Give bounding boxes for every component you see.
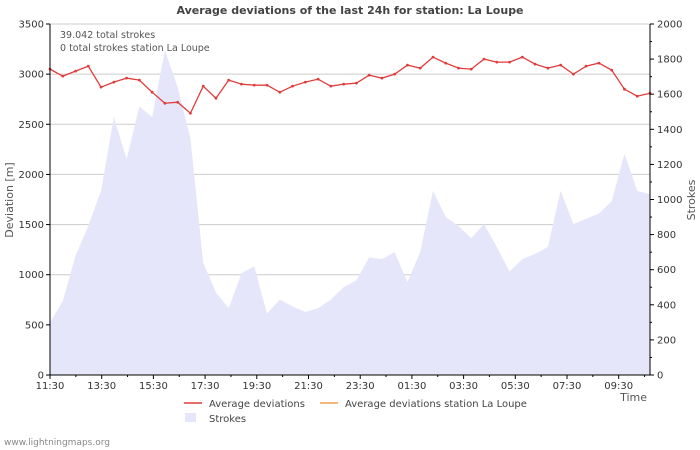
deviation-point <box>584 64 588 68</box>
deviation-point <box>482 57 486 61</box>
y-left-tick-label: 3000 <box>19 70 44 81</box>
y-left-ticks: 0 500 1000 1500 2000 2500 3000 3500 <box>19 20 50 382</box>
x-tick-label: 13:30 <box>87 381 116 392</box>
y-right-tick-label: 0 <box>657 371 663 382</box>
y-axis-label: Deviation [m] <box>3 162 16 237</box>
deviation-point <box>291 84 294 88</box>
y-left-tick-label: 1000 <box>19 270 44 281</box>
x-tick-label: 15:30 <box>139 381 168 392</box>
x-tick-label: 01:30 <box>397 381 426 392</box>
deviation-point <box>533 62 537 66</box>
x-tick-label: 19:30 <box>242 381 271 392</box>
legend-swatch-strokes <box>185 413 196 422</box>
y-right-tick-label: 1000 <box>657 195 682 206</box>
x-tick-label: 21:30 <box>294 381 323 392</box>
deviation-point <box>623 87 626 91</box>
deviation-point <box>457 66 460 70</box>
deviation-point <box>163 101 167 105</box>
deviation-point <box>546 66 550 70</box>
deviation-point <box>86 64 90 68</box>
deviation-point <box>572 72 575 76</box>
x-tick-label: 11:30 <box>36 381 65 392</box>
y-right-tick-label: 800 <box>657 230 676 241</box>
y2-axis-label: Strokes <box>685 179 698 220</box>
deviation-point <box>99 85 103 89</box>
y-left-tick-label: 2000 <box>19 170 44 181</box>
strokes-area <box>50 50 650 375</box>
x-tick-label: 07:30 <box>553 381 582 392</box>
deviation-point <box>137 78 141 82</box>
y-left-tick-label: 2500 <box>19 120 44 131</box>
deviation-line-layer <box>48 55 652 115</box>
deviation-point <box>559 63 563 67</box>
deviation-point <box>214 96 218 100</box>
strokes-area-layer <box>50 50 650 375</box>
deviation-point <box>278 90 282 94</box>
deviation-point <box>508 60 511 64</box>
x-tick-label: 05:30 <box>501 381 530 392</box>
deviation-point <box>342 82 346 86</box>
annotation-station-strokes: 0 total strokes station La Loupe <box>60 43 210 54</box>
deviation-point <box>227 78 231 82</box>
deviation-point <box>61 74 65 78</box>
deviation-point <box>635 94 639 98</box>
y-right-tick-label: 400 <box>657 300 676 311</box>
site-credit: www.lightningmaps.org <box>4 438 110 448</box>
x-axis-label: Time <box>619 391 647 404</box>
deviation-point <box>303 80 307 84</box>
x-tick-label: 09:30 <box>604 381 633 392</box>
y-left-tick-label: 500 <box>25 320 44 331</box>
deviation-point <box>444 61 448 65</box>
deviation-point <box>367 73 371 77</box>
deviation-point <box>393 72 397 76</box>
y-left-tick-label: 1500 <box>19 220 44 231</box>
y-right-tick-label: 200 <box>657 335 676 346</box>
deviation-point <box>418 66 422 70</box>
deviation-point <box>520 55 524 59</box>
deviation-point <box>316 77 320 81</box>
deviation-point <box>380 76 384 80</box>
y-right-tick-label: 1600 <box>657 90 682 101</box>
deviation-point <box>469 67 473 71</box>
y-right-tick-label: 1200 <box>657 160 682 171</box>
deviation-point <box>74 69 77 73</box>
y-right-ticks: 0 200 400 600 800 1000 1200 1400 1600 1800 2000 <box>650 20 682 382</box>
chart-title: Average deviations of the last 24h for s… <box>176 4 523 17</box>
deviation-point <box>610 68 614 72</box>
deviation-point <box>125 76 128 80</box>
deviation-point <box>112 80 116 84</box>
legend: Average deviations Average deviations st… <box>184 399 527 425</box>
deviation-point <box>150 90 154 94</box>
legend-label-strokes: Strokes <box>209 414 246 425</box>
deviation-point <box>406 63 409 67</box>
legend-label-station-deviations: Average deviations station La Loupe <box>345 399 527 410</box>
y-right-tick-label: 2000 <box>657 20 682 31</box>
y-right-tick-label: 1400 <box>657 125 682 136</box>
x-tick-label: 03:30 <box>449 381 478 392</box>
legend-label-average-deviations: Average deviations <box>209 399 305 410</box>
x-ticks: 11:30 13:30 15:30 17:30 19:30 21:30 23:30 01:30… <box>36 375 646 392</box>
deviation-point <box>189 111 192 115</box>
x-tick-label: 17:30 <box>191 381 220 392</box>
annotation-total-strokes: 39.042 total strokes <box>60 30 155 41</box>
deviation-point <box>329 84 333 88</box>
y-right-tick-label: 1800 <box>657 55 682 66</box>
deviation-point <box>265 83 269 87</box>
average-deviations-line <box>49 56 651 115</box>
y-left-tick-label: 3500 <box>19 20 44 31</box>
x-tick-label: 23:30 <box>346 381 375 392</box>
deviation-point <box>597 61 601 65</box>
deviation-point <box>201 84 205 88</box>
deviation-point <box>176 100 180 104</box>
y-right-tick-label: 600 <box>657 265 676 276</box>
deviation-point <box>495 60 499 64</box>
deviation-point <box>240 82 243 86</box>
deviation-point <box>354 81 358 85</box>
deviation-point <box>252 83 256 87</box>
deviation-point <box>431 55 435 59</box>
y-left-tick-label: 0 <box>38 371 44 382</box>
